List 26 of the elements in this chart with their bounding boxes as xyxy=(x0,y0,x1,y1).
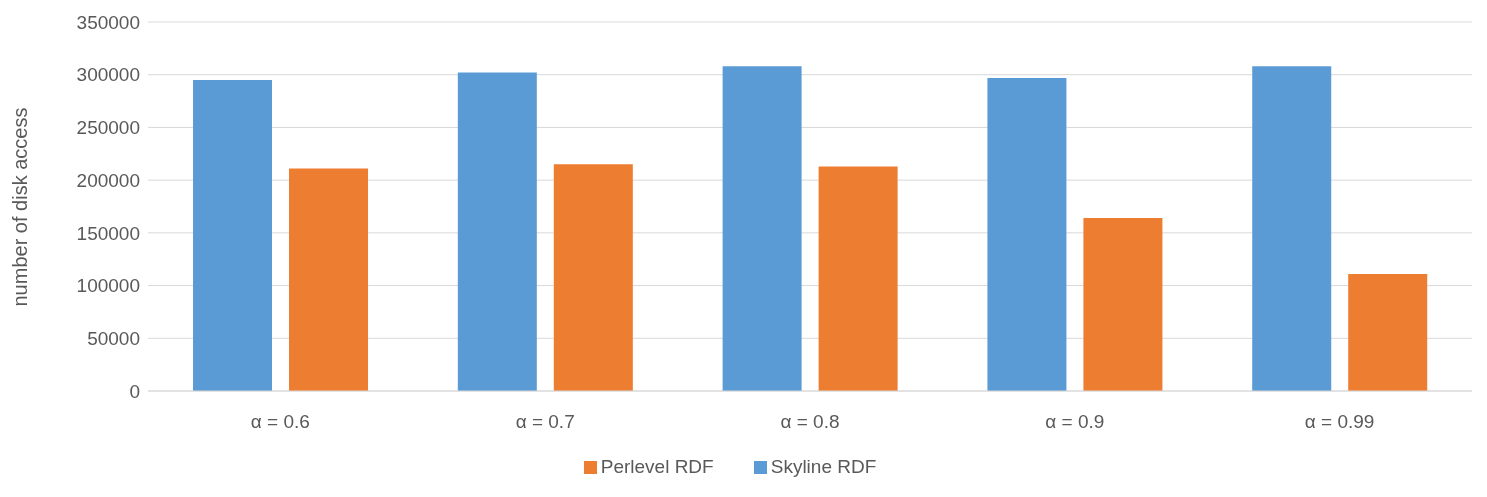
bar xyxy=(987,77,1067,391)
x-tick-label: α = 0.6 xyxy=(250,411,310,433)
x-tick-label: α = 0.9 xyxy=(1045,411,1105,433)
y-tick-label: 250000 xyxy=(76,117,140,139)
x-tick-label: α = 0.7 xyxy=(515,411,575,433)
y-tick-label: 100000 xyxy=(76,275,140,297)
bar xyxy=(1083,218,1163,391)
bar xyxy=(1348,273,1428,391)
y-tick-label: 50000 xyxy=(87,328,140,350)
bar xyxy=(722,66,802,391)
y-tick-label: 150000 xyxy=(76,222,140,244)
bar xyxy=(1252,66,1332,391)
legend-label: Skyline RDF xyxy=(770,456,877,477)
y-tick-label: 350000 xyxy=(76,11,140,33)
y-axis-title: number of disk access xyxy=(9,107,32,307)
y-tick-label: 300000 xyxy=(76,64,140,86)
x-tick-label: α = 0.99 xyxy=(1304,411,1375,433)
bar xyxy=(818,166,898,391)
bar xyxy=(289,168,369,391)
bar xyxy=(553,164,633,391)
legend-label: Perlevel RDF xyxy=(600,456,714,477)
y-tick-label: 0 xyxy=(129,380,140,402)
y-tick-label: 200000 xyxy=(76,169,140,191)
x-tick-label: α = 0.8 xyxy=(780,411,840,433)
bar xyxy=(193,79,273,391)
bar xyxy=(457,72,537,391)
